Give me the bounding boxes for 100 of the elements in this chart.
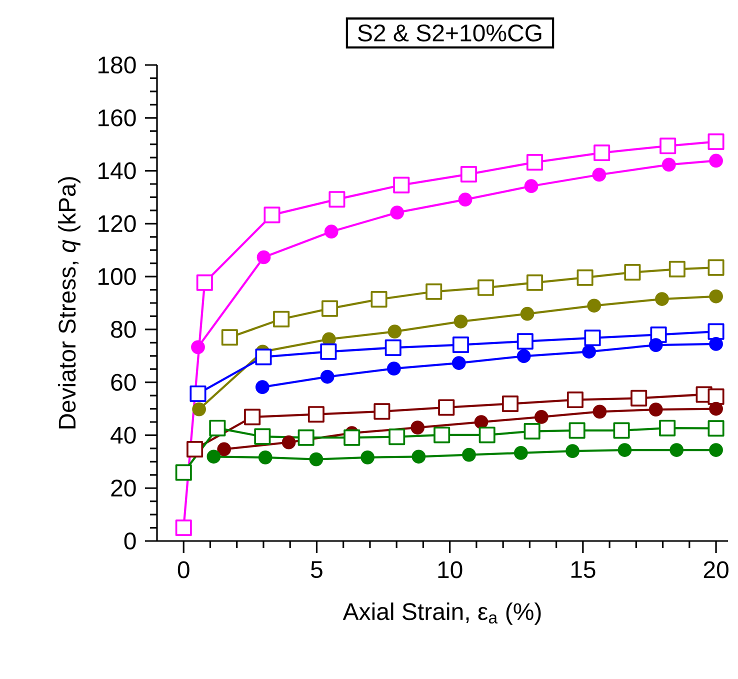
point — [660, 138, 676, 154]
point — [474, 415, 488, 429]
point — [708, 259, 724, 276]
point — [708, 420, 724, 437]
point — [514, 446, 528, 460]
point — [386, 362, 401, 376]
x-axis-title: Axial Strain, ε$_{a}$ (%) — [342, 602, 541, 625]
point — [273, 310, 290, 328]
x-tick-label: 0 — [178, 561, 190, 578]
point — [344, 429, 360, 446]
point — [576, 269, 594, 286]
point — [708, 133, 724, 150]
point — [393, 176, 410, 194]
x-tick-label: 10 — [438, 561, 462, 578]
point — [186, 440, 204, 458]
point — [566, 444, 580, 458]
point — [630, 390, 648, 406]
point — [256, 250, 271, 264]
y-tick-label: 0 — [124, 532, 136, 550]
point — [328, 191, 346, 208]
point — [320, 370, 334, 384]
y-tick-label: 80 — [111, 320, 136, 338]
point — [594, 144, 610, 162]
point — [668, 260, 686, 278]
point — [477, 279, 494, 296]
point — [526, 154, 544, 171]
point — [460, 166, 477, 182]
y-tick-label: 40 — [110, 426, 136, 444]
point — [624, 264, 641, 281]
point — [452, 336, 470, 354]
point — [390, 206, 404, 220]
point — [524, 422, 540, 440]
y-tick-label: 20 — [111, 480, 136, 497]
y-tick-label: 60 — [111, 374, 136, 391]
point — [384, 339, 402, 356]
point — [648, 402, 663, 417]
point — [659, 420, 676, 436]
point — [209, 420, 226, 436]
point — [308, 406, 324, 423]
y-tick-label: 180 — [98, 56, 136, 74]
point — [709, 443, 723, 457]
point — [191, 340, 205, 354]
point — [426, 283, 442, 300]
point — [648, 338, 663, 352]
point — [524, 179, 538, 194]
point — [526, 274, 544, 291]
point — [566, 392, 584, 408]
point — [309, 452, 324, 466]
point — [534, 410, 548, 424]
x-tick-label: 5 — [311, 561, 322, 578]
point — [662, 158, 676, 172]
y-tick-label: 120 — [98, 215, 136, 232]
point — [516, 333, 534, 350]
point — [255, 380, 270, 394]
x-tick-label: 20 — [704, 561, 728, 578]
point — [709, 402, 723, 416]
point — [568, 422, 586, 439]
point — [324, 224, 338, 239]
point — [670, 443, 684, 457]
y-tick-label: 100 — [98, 268, 136, 286]
y-tick-label: 140 — [98, 162, 136, 180]
point — [655, 292, 669, 306]
point — [592, 404, 607, 419]
point — [244, 408, 261, 426]
point — [458, 192, 472, 207]
point — [175, 464, 192, 481]
chart-title: S2 & S2+10%CG — [358, 24, 542, 42]
point — [175, 520, 192, 536]
point — [374, 403, 390, 420]
point — [618, 443, 632, 457]
point — [388, 428, 406, 446]
point — [520, 306, 534, 321]
point — [582, 344, 596, 359]
point — [438, 399, 455, 416]
point — [221, 329, 238, 346]
point — [282, 435, 296, 450]
point — [478, 426, 496, 444]
point — [708, 388, 724, 405]
point — [592, 168, 606, 182]
point — [388, 324, 402, 338]
point — [452, 356, 466, 370]
point — [434, 426, 450, 444]
point — [322, 300, 338, 317]
point — [587, 298, 602, 313]
point — [410, 420, 425, 434]
point — [502, 395, 519, 412]
point — [709, 337, 723, 351]
y-axis-title: Deviator Stress, q (kPa) — [58, 177, 80, 428]
point — [254, 428, 271, 445]
point — [206, 450, 221, 464]
point — [412, 450, 426, 464]
point — [516, 349, 531, 364]
point — [360, 450, 375, 464]
point — [190, 385, 206, 402]
point — [255, 348, 272, 366]
point — [196, 274, 213, 291]
point — [462, 448, 476, 462]
x-tick-label: 15 — [571, 561, 596, 578]
point — [709, 154, 723, 168]
point — [192, 402, 206, 416]
